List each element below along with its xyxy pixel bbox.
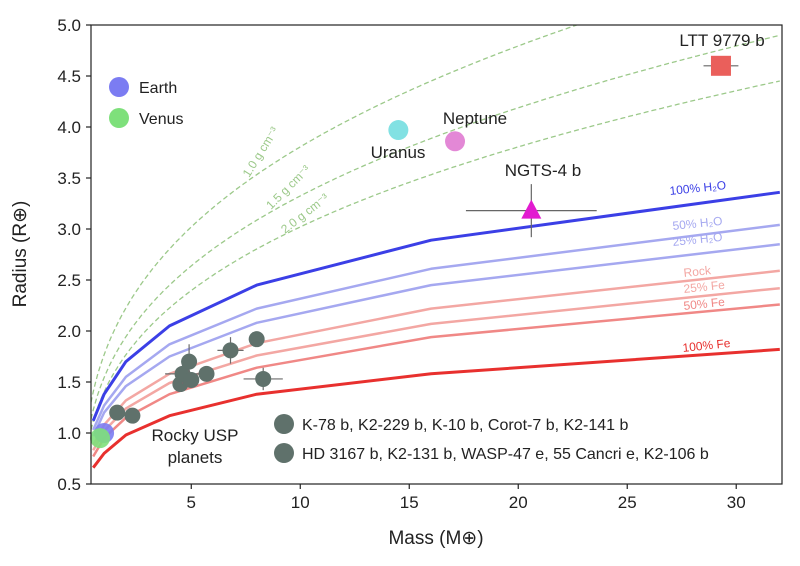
composition-curve-3 bbox=[92, 243, 780, 437]
density-curve-3 bbox=[91, 80, 780, 430]
composition-label-1: 100% H₂O bbox=[669, 178, 727, 198]
usp-legend-label-1: K-78 b, K2-229 b, K-10 b, Corot-7 b, K2-… bbox=[302, 417, 629, 434]
y-tick-label-6: 3.0 bbox=[57, 220, 81, 239]
composition-curve-2 bbox=[92, 223, 780, 431]
usp-planet-6 bbox=[183, 371, 200, 388]
x-tick-label-2: 10 bbox=[291, 493, 310, 512]
composition-curve-7 bbox=[92, 347, 780, 469]
composition-curve-1 bbox=[91, 190, 781, 422]
ltt-9779-b-marker bbox=[710, 55, 731, 76]
composition-label-5: 25% Fe bbox=[683, 278, 726, 296]
usp-legend-marker-2 bbox=[274, 443, 294, 463]
ngts-4-b-marker bbox=[521, 199, 542, 219]
composition-label-2: 50% H₂O bbox=[672, 214, 723, 233]
y-tick-label-9: 4.5 bbox=[57, 67, 81, 86]
uranus-marker bbox=[388, 120, 409, 141]
legend-label-earth: Earth bbox=[139, 80, 177, 97]
y-tick-label-2: 1.0 bbox=[57, 424, 81, 443]
y-tick-label-7: 3.5 bbox=[57, 169, 81, 188]
density-curve-2 bbox=[91, 34, 780, 420]
y-tick-label-10: 5.0 bbox=[57, 16, 81, 35]
y-axis-title: Radius (R⊕) bbox=[10, 201, 31, 308]
y-tick-label-4: 2.0 bbox=[57, 322, 81, 341]
x-tick-label-3: 15 bbox=[400, 493, 419, 512]
y-tick-label-3: 1.5 bbox=[57, 373, 81, 392]
usp-planet-10 bbox=[255, 370, 272, 387]
usp-planet-8 bbox=[222, 342, 239, 359]
usp-planet-5 bbox=[181, 353, 198, 370]
legend-label-venus: Venus bbox=[139, 111, 183, 128]
ltt-9779-b-label: LTT 9779 b bbox=[679, 31, 764, 50]
usp-planet-7 bbox=[198, 365, 215, 382]
y-tick-label-8: 4.0 bbox=[57, 118, 81, 137]
usp-group-label-line1: Rocky USP bbox=[152, 426, 239, 445]
x-tick-label-5: 25 bbox=[618, 493, 637, 512]
plot-frame bbox=[90, 24, 783, 485]
legend-marker-venus bbox=[109, 108, 129, 128]
x-tick-label-4: 20 bbox=[509, 493, 528, 512]
composition-label-3: 25% H₂O bbox=[672, 230, 723, 249]
usp-legend-label-2: HD 3167 b, K2-131 b, WASP-47 e, 55 Cancr… bbox=[302, 446, 709, 463]
x-axis-title: Mass (M⊕) bbox=[388, 528, 483, 549]
x-tick-label-1: 5 bbox=[187, 493, 196, 512]
usp-planet-2 bbox=[124, 407, 141, 424]
y-tick-label-1: 0.5 bbox=[57, 475, 81, 494]
composition-label-7: 100% Fe bbox=[682, 336, 732, 355]
ngts-4-b-label: NGTS-4 b bbox=[505, 161, 582, 180]
density-curve-1 bbox=[91, 25, 579, 403]
usp-planet-1 bbox=[109, 404, 126, 421]
neptune-marker bbox=[445, 131, 466, 152]
density-label-1: 1.0 g cm⁻³ bbox=[240, 124, 282, 179]
composition-label-4: Rock bbox=[683, 263, 713, 280]
usp-group-label-line2: planets bbox=[168, 448, 223, 467]
usp-legend-marker-1 bbox=[274, 414, 294, 434]
composition-label-6: 50% Fe bbox=[683, 295, 726, 313]
neptune-label: Neptune bbox=[443, 109, 507, 128]
usp-planet-9 bbox=[248, 331, 265, 348]
y-tick-label-5: 2.5 bbox=[57, 271, 81, 290]
venus-marker bbox=[90, 428, 111, 449]
x-tick-label-6: 30 bbox=[727, 493, 746, 512]
legend-marker-earth bbox=[109, 77, 129, 97]
uranus-label: Uranus bbox=[371, 143, 426, 162]
